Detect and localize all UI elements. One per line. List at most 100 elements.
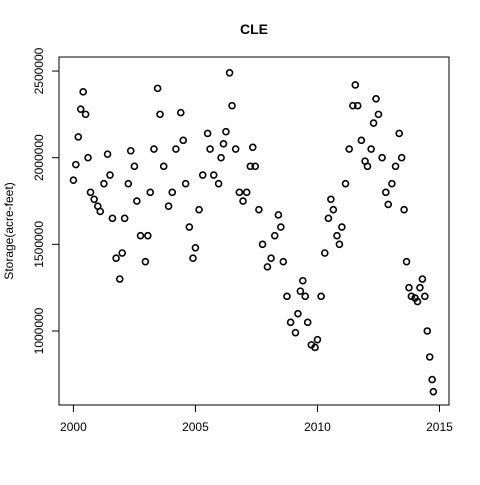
point [176,108,185,117]
point [274,211,283,219]
point [156,110,164,119]
point [124,179,133,188]
x-tick-label: 2005 [182,420,209,434]
point [239,197,247,205]
point [191,244,200,252]
point [329,205,338,214]
point [372,94,380,103]
point [235,188,244,197]
point [400,205,408,214]
point [118,249,127,257]
point [402,257,411,266]
point [246,162,255,171]
point [301,292,310,301]
point [335,240,344,249]
point [185,223,194,231]
point [81,110,90,119]
point [405,283,413,292]
point [96,207,105,216]
point [353,101,362,110]
point [86,188,95,197]
point [248,143,257,152]
point [418,275,427,283]
point [69,176,78,185]
point [413,297,422,306]
point [421,292,429,301]
point [126,146,135,155]
point [384,200,393,209]
point [103,150,112,159]
y-tick-label: 2000000 [32,134,46,181]
point [333,231,341,240]
point [141,257,150,266]
point [159,162,168,171]
point [108,214,117,223]
point [303,318,312,327]
point [407,292,416,301]
point [429,387,438,396]
x-tick-label: 2015 [426,420,453,434]
point [367,145,375,153]
point [115,275,124,283]
point [106,171,114,179]
point [267,254,275,263]
point [130,162,139,171]
point [263,263,272,271]
point [168,188,177,197]
point [416,283,424,292]
point [286,318,295,327]
y-tick-label: 1000000 [32,307,46,354]
point [363,162,372,171]
y-tick-label: 2500000 [32,47,46,94]
point [112,254,120,263]
chart-title: CLE [240,21,268,37]
point [74,133,83,141]
point [425,353,434,361]
point [120,214,129,223]
point [291,328,300,337]
point [222,127,230,136]
point [395,129,404,138]
point [391,162,400,171]
point [345,145,353,153]
point [195,205,203,214]
point [181,179,190,188]
y-axis-label: Storage(acre-feet) [2,182,16,279]
point [150,145,158,153]
point [279,257,288,266]
point [76,105,85,113]
point [251,162,260,171]
point [270,231,279,240]
point [144,231,152,240]
point [133,197,141,205]
point [283,292,291,301]
point [90,195,98,204]
point [324,214,333,223]
point [378,153,386,162]
y-tick-label: 1500000 [32,221,46,268]
point [214,179,223,188]
point [219,140,228,148]
point [72,160,80,169]
point [397,153,406,162]
point [153,84,162,93]
point [351,81,360,89]
point [423,327,432,335]
point [209,171,218,179]
point [317,292,325,301]
point [79,88,87,96]
point [258,240,267,249]
point [374,110,383,119]
x-tick-label: 2000 [60,420,87,434]
point [299,276,307,285]
point [255,205,263,214]
point [338,223,346,231]
point [388,179,396,188]
point [242,188,251,197]
point [217,153,225,162]
point [164,202,173,211]
point [203,129,212,138]
point [172,145,180,153]
point [84,153,92,162]
